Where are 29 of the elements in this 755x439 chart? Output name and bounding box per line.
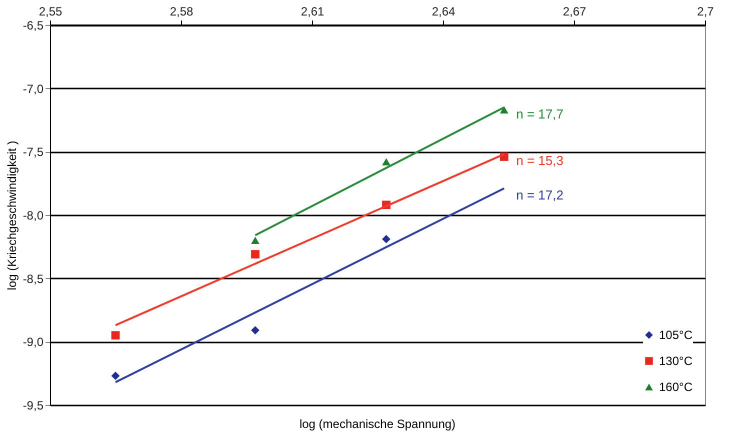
legend-label: 130°C (659, 354, 693, 368)
x-tick-label: 2,64 (432, 4, 456, 18)
point (111, 372, 120, 380)
x-tick-label: 2,58 (170, 4, 194, 18)
y-axis-title: log (Kriechgeschwindigkeit ) (4, 140, 19, 290)
x-axis-title: log (mechanische Spannung) (299, 417, 456, 431)
y-tick-label: -8,5 (22, 272, 44, 286)
legend-label: 105°C (659, 328, 693, 342)
y-tick-label: -9,5 (22, 398, 44, 412)
x-tick-label: 2,61 (300, 4, 324, 18)
point (382, 158, 390, 166)
x-tick-label: 2,7 (697, 4, 714, 18)
annotation: n = 15,3 (516, 153, 564, 168)
point (251, 326, 260, 334)
legend-label: 160°C (659, 380, 693, 394)
point (251, 236, 260, 244)
y-tick-label: -7,0 (22, 82, 44, 96)
annotation: n = 17,2 (516, 187, 564, 202)
y-tick-label: -6,5 (22, 18, 44, 32)
y-tick-label: -9,0 (22, 335, 44, 350)
point (500, 106, 508, 114)
annotation: n = 17,7 (516, 106, 564, 122)
point (382, 234, 390, 244)
y-tick-label: -7,5 (22, 145, 44, 160)
point (111, 331, 120, 340)
point (251, 250, 260, 258)
x-tick-label: 2,67 (562, 4, 586, 18)
x-tick-label: 2,55 (38, 4, 62, 18)
y-tick-label: -8,0 (22, 208, 44, 222)
